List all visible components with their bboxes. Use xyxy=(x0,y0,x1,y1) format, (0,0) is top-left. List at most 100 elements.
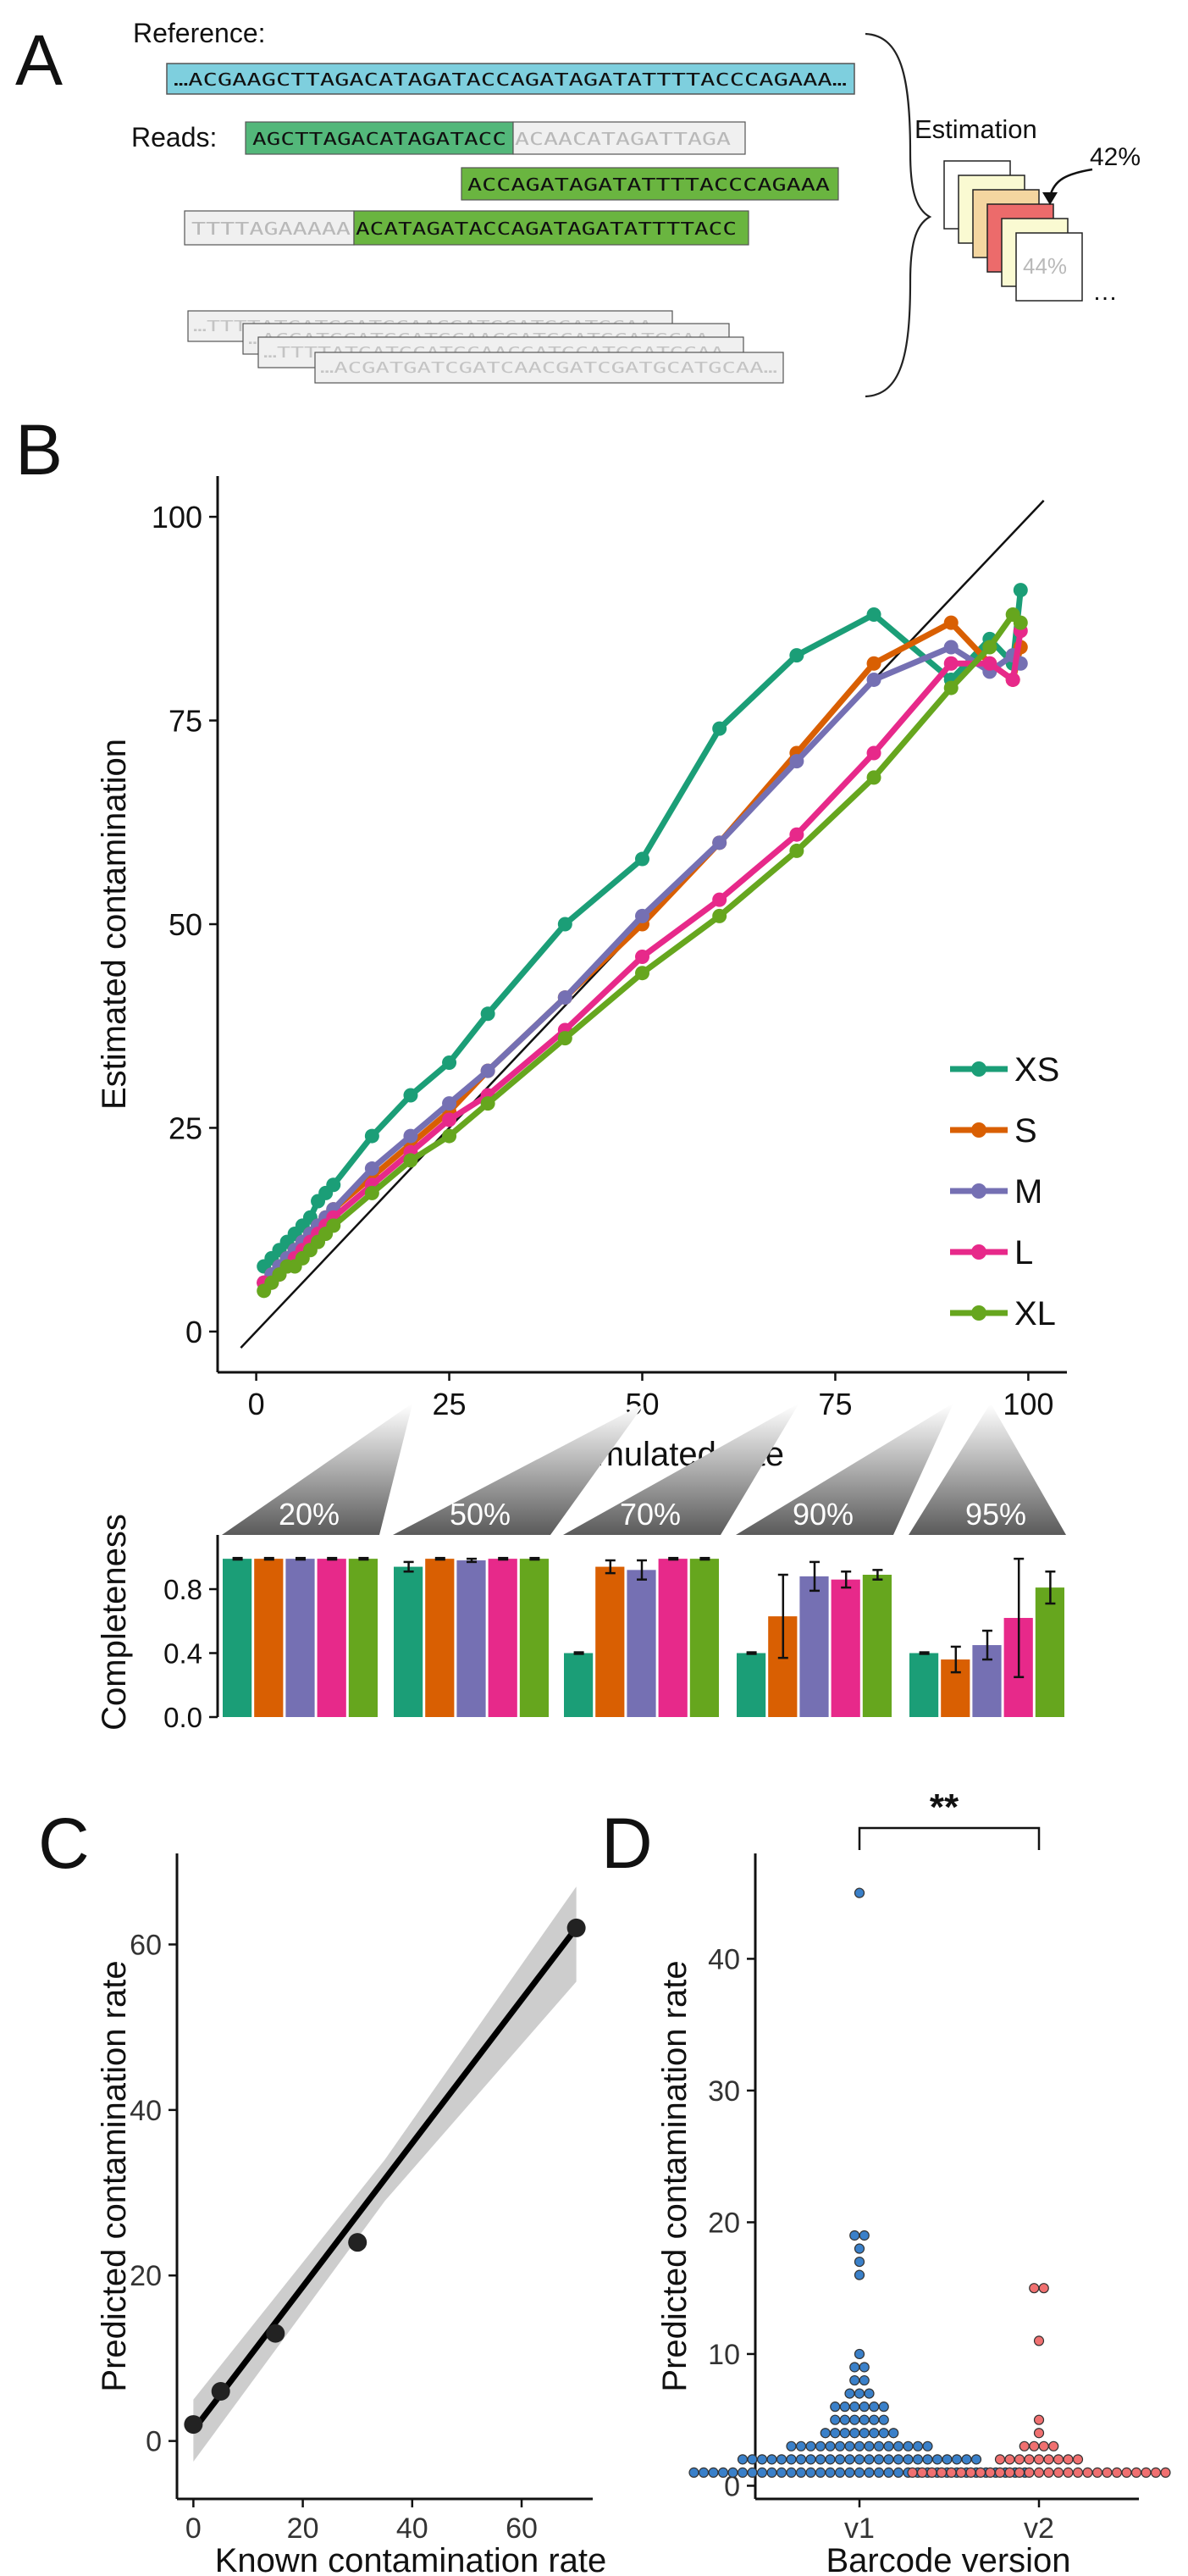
d-point-v1 xyxy=(825,2454,836,2465)
d-point-v1 xyxy=(766,2454,777,2465)
panel-d: D Predicted contamination rate Barcode v… xyxy=(601,1787,1171,2576)
d-point-v2 xyxy=(994,2454,1006,2465)
d-point-v1 xyxy=(854,2454,865,2465)
read-2-box xyxy=(461,167,839,201)
completeness-bar-L xyxy=(831,1579,860,1717)
b-point-XL xyxy=(635,966,649,981)
completeness-axes: 0.0 0.4 0.8 xyxy=(163,1535,219,1733)
d-point-v1 xyxy=(839,2401,850,2413)
d-point-v1 xyxy=(854,2256,865,2268)
completeness-group-label: 70% xyxy=(620,1497,681,1532)
c-x-tick-label: 60 xyxy=(506,2512,538,2545)
completeness-bar-XS xyxy=(223,1559,252,1717)
d-point-v1 xyxy=(717,2467,729,2478)
b-legend: XS SML XL xyxy=(950,1051,1059,1332)
d-point-v1 xyxy=(878,2401,889,2413)
d-point-v1 xyxy=(854,2348,865,2360)
c-confidence-band xyxy=(193,1886,577,2462)
d-point-v2 xyxy=(1160,2467,1171,2478)
d-point-v2 xyxy=(1111,2467,1123,2478)
d-point-v1 xyxy=(698,2467,710,2478)
d-point-v2 xyxy=(1082,2467,1093,2478)
d-point-v1 xyxy=(951,2454,963,2465)
d-point-v2 xyxy=(1038,2440,1049,2451)
d-plot-area: 0 10 20 30 40 v1 v2 xyxy=(688,1853,1171,2545)
b-y-tick-label: 75 xyxy=(169,704,202,739)
c-y-tick-label: 20 xyxy=(130,2260,162,2292)
d-y-tick-label: 30 xyxy=(708,2075,740,2108)
d-point-v1 xyxy=(859,2428,870,2439)
panel-c-label: C xyxy=(38,1803,90,1883)
b-point-L xyxy=(789,827,804,842)
b-x-tick-label: 100 xyxy=(1003,1387,1053,1421)
d-point-v1 xyxy=(756,2467,768,2478)
completeness-bar-S xyxy=(425,1559,455,1717)
read-3-match: ACATAGATACCAGATAGATATTTTACC xyxy=(356,219,737,239)
read-3-mismatch: TTTTAGAAAAA xyxy=(191,219,351,239)
d-point-v2 xyxy=(1141,2467,1152,2478)
d-point-v1 xyxy=(854,2243,865,2254)
b-point-XS xyxy=(480,1006,495,1022)
d-point-v1 xyxy=(873,2454,885,2465)
d-y-tick-label: 40 xyxy=(708,1943,740,1975)
d-point-v2 xyxy=(1053,2454,1064,2465)
d-point-v1 xyxy=(873,2467,885,2478)
b-point-M xyxy=(635,908,649,923)
d-point-v2 xyxy=(1033,2428,1045,2439)
d-point-v1 xyxy=(830,2401,841,2413)
b-point-XL xyxy=(364,1185,379,1200)
d-point-v1 xyxy=(883,2440,894,2451)
d-point-v2 xyxy=(1033,2454,1045,2465)
d-point-v1 xyxy=(834,2467,846,2478)
read-1-mismatch-box xyxy=(512,121,746,155)
b-y-axis-title: Estimated contamination xyxy=(96,739,133,1110)
c-regression-line xyxy=(191,1925,579,2433)
b-point-XL xyxy=(943,680,959,695)
estimate-top-value: 42% xyxy=(1090,143,1141,171)
d-point-v2 xyxy=(1063,2467,1074,2478)
d-point-v1 xyxy=(892,2467,904,2478)
d-point-v1 xyxy=(892,2454,904,2465)
b-y-tick-label: 50 xyxy=(169,907,202,942)
panel-a-label: A xyxy=(15,20,63,100)
completeness-y-tick-label: 0.4 xyxy=(163,1638,202,1670)
b-legend-label: S xyxy=(1014,1112,1037,1150)
c-y-axis-title: Predicted contamination rate xyxy=(96,1960,133,2391)
c-point xyxy=(266,2324,285,2343)
bracket xyxy=(865,32,932,398)
d-point-v1 xyxy=(892,2440,904,2451)
c-point xyxy=(184,2415,203,2435)
b-point-XL xyxy=(480,1096,495,1111)
completeness-bar-XL xyxy=(348,1559,378,1717)
d-point-v1 xyxy=(859,2362,870,2373)
b-point-L xyxy=(982,656,997,671)
d-point-v2 xyxy=(1053,2467,1064,2478)
b-legend-swatch-dot xyxy=(971,1122,986,1138)
d-point-v2 xyxy=(965,2467,976,2478)
d-point-v1 xyxy=(786,2440,797,2451)
d-point-v1 xyxy=(795,2467,807,2478)
d-point-v2 xyxy=(916,2467,928,2478)
d-point-v1 xyxy=(849,2414,860,2425)
d-point-v1 xyxy=(830,2428,841,2439)
d-point-v1 xyxy=(869,2414,880,2425)
d-point-v2 xyxy=(1019,2440,1030,2451)
b-point-XS xyxy=(364,1128,379,1144)
d-point-v1 xyxy=(931,2454,943,2465)
d-point-v2 xyxy=(946,2467,957,2478)
c-x-tick-label: 0 xyxy=(185,2512,202,2545)
read-1-mismatch: ACAACATAGATTAGA xyxy=(515,129,731,149)
completeness-group-label: 20% xyxy=(279,1497,340,1532)
d-point-v1 xyxy=(854,1887,865,1898)
d-point-v2 xyxy=(1072,2454,1084,2465)
completeness-bar-XL xyxy=(1035,1587,1064,1717)
d-point-v1 xyxy=(805,2467,816,2478)
completeness-bar-XS xyxy=(564,1653,594,1717)
b-legend-swatch-dot xyxy=(971,1061,986,1077)
d-point-v1 xyxy=(795,2440,807,2451)
completeness-bar-M xyxy=(627,1570,656,1717)
d-y-tick-label: 20 xyxy=(708,2207,740,2239)
d-point-v1 xyxy=(839,2428,850,2439)
d-point-v2 xyxy=(1029,2283,1040,2294)
